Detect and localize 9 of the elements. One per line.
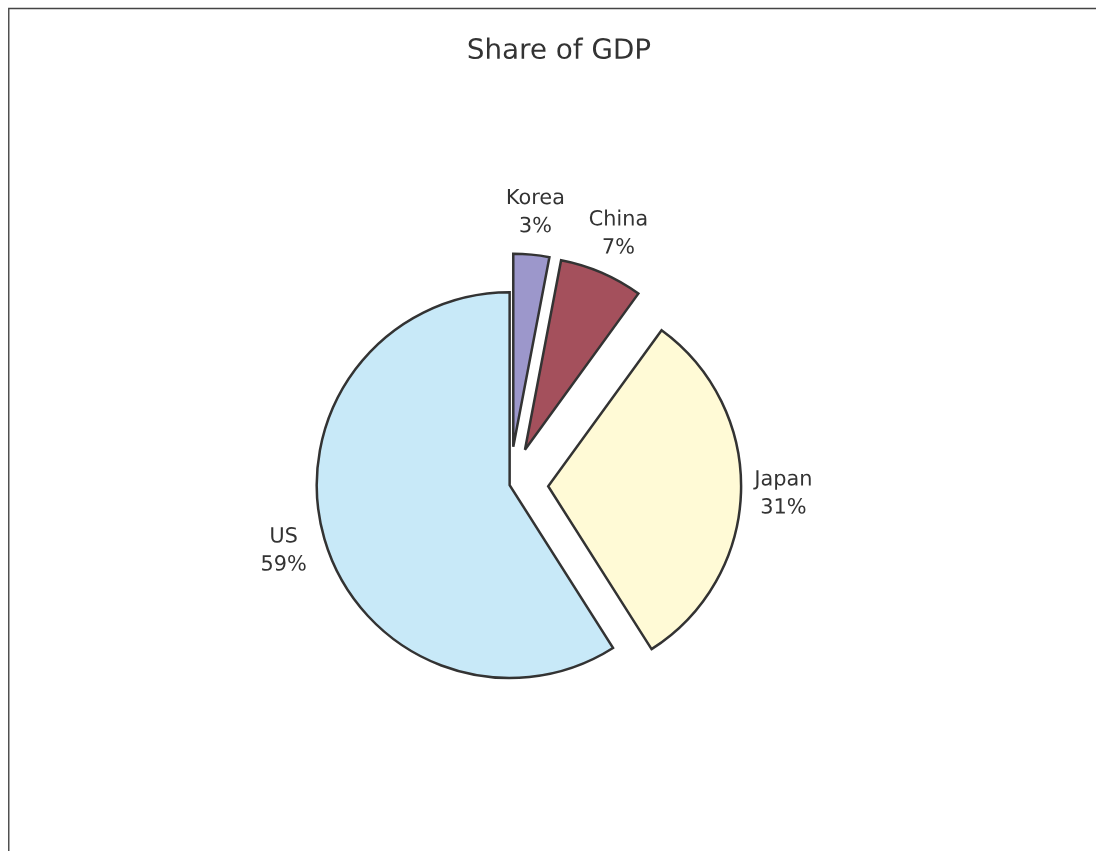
data-label: 3%	[520, 216, 551, 233]
chart-title: Share of GDP	[468, 37, 651, 60]
data-label: 31%	[761, 498, 806, 514]
slice-label: Japan	[753, 470, 811, 490]
slice-label: China	[589, 209, 647, 226]
data-label: 7%	[603, 238, 634, 254]
data-label: 59%	[262, 555, 306, 571]
slice-label: Korea	[507, 188, 564, 205]
slice-label: US	[271, 526, 297, 543]
